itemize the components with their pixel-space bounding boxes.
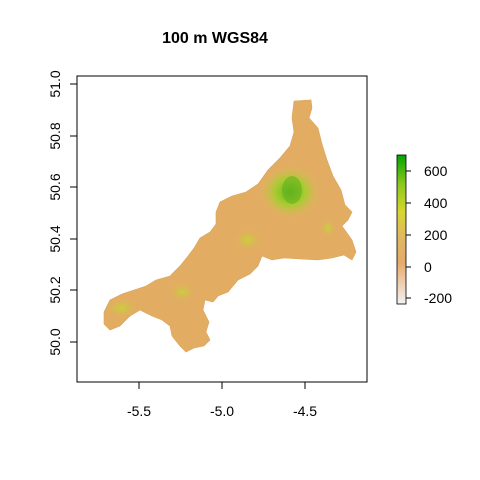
y-tick-label: 50.4 [47,225,63,252]
legend-tick-label: 200 [424,227,448,243]
y-tick-label: 51.0 [47,70,63,97]
y-tick-label: 50.8 [47,122,63,149]
carnmenellis-highland [170,282,194,302]
elevation-raster [103,99,357,353]
kit-hill-highland [320,219,336,237]
penwith-highland [106,298,138,318]
y-tick-label: 50.2 [47,276,63,303]
x-tick-label: -5.0 [210,403,234,419]
x-tick-label: -4.5 [293,403,317,419]
y-tick-label: 50.0 [47,328,63,355]
bodmin-moor-peak [282,176,302,204]
legend-tick-label: 400 [424,195,448,211]
legend-colorbar [396,154,407,305]
hensbarrow-highland [234,229,262,251]
legend-tick-label: 600 [424,163,448,179]
color-legend: 600 400 200 0 -200 [396,154,452,306]
legend-tick-label: -200 [424,290,452,306]
map-title: 100 m WGS84 [162,30,268,47]
x-tick-label: -5.5 [127,403,151,419]
landmass [103,99,357,353]
x-axis: -5.5 -5.0 -4.5 [127,381,317,419]
legend-tick-label: 0 [424,259,432,275]
y-axis: 50.0 50.2 50.4 50.6 50.8 51.0 [47,70,78,356]
y-tick-label: 50.6 [47,173,63,200]
